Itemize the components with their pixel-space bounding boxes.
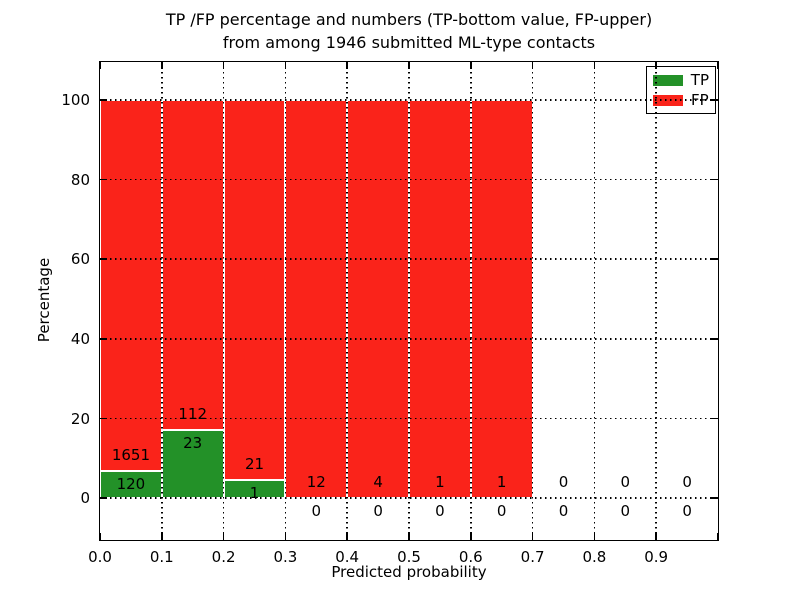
y-tick-mark [100, 258, 107, 260]
x-tick-mark [408, 62, 410, 69]
fp-count-label: 1 [435, 473, 445, 492]
fp-count-label: 0 [682, 473, 692, 492]
x-tick-label: 0.8 [582, 548, 607, 566]
x-tick-label: 0.7 [520, 548, 545, 566]
x-tick-label: 0.4 [335, 548, 360, 566]
gridline-x [531, 62, 534, 540]
y-tick-label: 80 [70, 170, 90, 189]
x-tick-mark [470, 62, 472, 69]
y-tick-mark [100, 178, 107, 181]
plot-area: TP FP 0.0 0.1 0.2 0.3 0.4 0.5 0.6 0.7 0.8 0.9 0 20 4… [61, 61, 719, 566]
legend-item-tp: TP [653, 71, 709, 89]
bar-segment-fp [409, 99, 471, 499]
x-tick-label: 0.0 [88, 548, 112, 566]
x-tick-mark [655, 62, 657, 69]
y-tick-mark [100, 417, 107, 420]
bar-segment-fp [100, 99, 162, 472]
x-tick-mark [346, 62, 348, 69]
tp-count-label: 0 [620, 502, 631, 521]
gridline-x [161, 62, 163, 540]
tp-count-label: 0 [558, 502, 569, 521]
x-tick-mark [222, 62, 225, 69]
x-tick-label: 0.9 [644, 548, 669, 566]
x-tick-mark [470, 533, 472, 540]
x-tick-label: 0.6 [458, 548, 483, 566]
y-tick-label: 60 [70, 250, 90, 269]
fp-count-label: 0 [620, 473, 631, 492]
fp-count-label: 112 [178, 405, 207, 424]
x-tick-mark [346, 533, 348, 540]
y-tick-mark [100, 497, 107, 499]
x-tick-mark [284, 533, 287, 540]
gridline-x [346, 62, 348, 540]
tp-count-label: 0 [311, 502, 322, 521]
y-tick-mark [711, 497, 718, 499]
tp-count-label: 0 [373, 502, 383, 521]
y-tick-label: 100 [61, 90, 90, 109]
x-tick-mark [99, 62, 101, 69]
tp-count-label: 0 [435, 502, 445, 521]
tp-count-label: 23 [183, 434, 203, 453]
fp-count-label: 0 [558, 473, 569, 492]
tp-count-label: 0 [496, 502, 507, 521]
x-tick-mark [531, 62, 534, 69]
x-tick-mark [717, 533, 719, 540]
x-tick-mark [284, 62, 287, 69]
gridline-x [408, 62, 410, 540]
fp-count-label: 4 [373, 473, 383, 492]
tp-count-label: 0 [682, 502, 692, 521]
y-tick-mark [711, 338, 718, 340]
y-tick-mark [711, 99, 718, 101]
x-tick-mark [593, 62, 596, 69]
x-tick-mark [655, 533, 657, 540]
gridline-x [593, 62, 596, 540]
fp-count-label: 21 [244, 455, 265, 474]
fp-count-label: 1 [496, 473, 507, 492]
x-tick-mark [593, 533, 596, 540]
y-tick-label: 0 [80, 489, 90, 508]
gridline-x [470, 62, 472, 540]
y-tick-mark [100, 99, 107, 101]
x-axis-label: Predicted probability [331, 563, 487, 581]
y-tick-mark [100, 338, 107, 340]
bar-segment-fp [347, 99, 409, 499]
x-tick-label: 0.5 [397, 548, 421, 566]
legend-label-tp: TP [690, 71, 709, 89]
y-tick-mark [711, 258, 718, 260]
fp-count-label: 12 [306, 473, 326, 492]
chart-title: TP /FP percentage and numbers (TP-bottom… [100, 8, 718, 54]
gridline-x [284, 62, 287, 540]
bar-segment-fp [470, 99, 533, 499]
x-tick-mark [717, 62, 719, 69]
chart-title-line1: TP /FP percentage and numbers (TP-bottom… [165, 10, 653, 29]
x-tick-mark [161, 533, 163, 540]
chart-title-line2: from among 1946 submitted ML-type contac… [222, 33, 596, 52]
tp-count-label: 120 [116, 475, 146, 494]
x-tick-mark [531, 533, 534, 540]
y-tick-mark [711, 178, 718, 181]
x-tick-label: 0.1 [149, 548, 174, 566]
gridline-x [655, 62, 657, 540]
tp-count-label: 1 [249, 484, 260, 503]
x-tick-mark [408, 533, 410, 540]
bar-segment-fp [161, 99, 224, 431]
x-tick-label: 0.2 [211, 548, 236, 566]
y-tick-mark [711, 417, 718, 420]
tp-color-swatch [653, 74, 683, 86]
fp-count-label: 1651 [111, 446, 150, 465]
x-tick-label: 0.3 [273, 548, 298, 566]
bar-segment-fp [285, 99, 348, 499]
gridline-x [222, 62, 225, 540]
x-tick-mark [222, 533, 225, 540]
x-tick-mark [161, 62, 163, 69]
y-tick-label: 40 [70, 329, 90, 348]
bar-segment-fp [223, 99, 286, 481]
y-tick-label: 20 [70, 409, 90, 428]
x-tick-mark [99, 533, 101, 540]
